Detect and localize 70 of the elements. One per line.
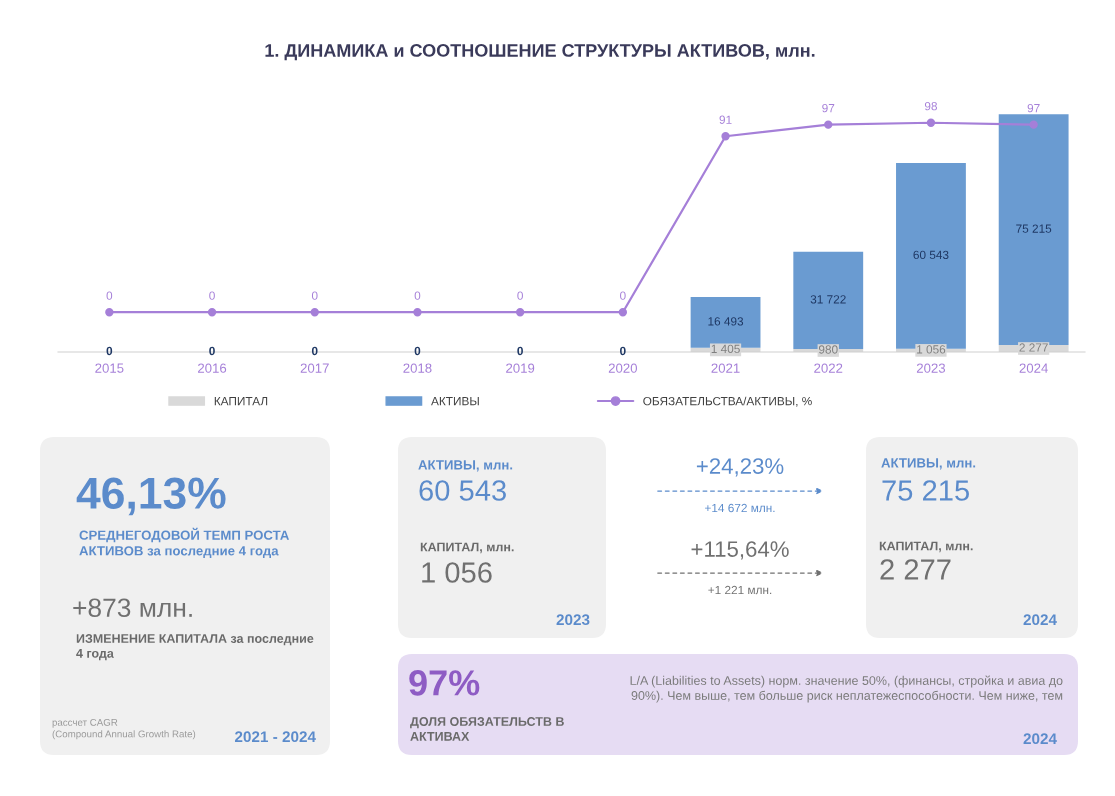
- data-label: 0: [106, 346, 113, 356]
- data-label: 0: [311, 291, 318, 300]
- point: [721, 132, 730, 141]
- text: +24,23%: [696, 458, 784, 477]
- text: 1 056: [422, 562, 492, 583]
- text: 60 543: [419, 480, 506, 501]
- data-label: 91: [719, 115, 732, 124]
- x-tick-label: 2015: [95, 363, 124, 373]
- text: АКТИВЫ, млн.: [418, 460, 513, 472]
- data-label: 0: [620, 291, 626, 300]
- chart-title: 1. ДИНАМИКА и СООТНОШЕНИЕ СТРУКТУРЫ АКТИВОВ, млн.: [265, 44, 815, 61]
- data-label: 0: [414, 291, 421, 300]
- text: +1 221 млн.: [708, 585, 772, 595]
- legend-label: АКТИВЫ: [431, 397, 479, 406]
- data-label: 0: [517, 291, 523, 300]
- data-label: 60 543: [913, 250, 949, 260]
- text: +115,64%: [691, 541, 789, 560]
- point: [105, 308, 114, 317]
- text: 2024: [1023, 614, 1057, 626]
- x-tick-label: 2016: [198, 363, 227, 373]
- data-label: 31 722: [810, 295, 846, 304]
- x-tick-label: 2018: [403, 363, 432, 373]
- x-tick-label: 2023: [916, 363, 946, 373]
- data-label: 2 277: [1019, 343, 1048, 352]
- data-label: 0: [311, 346, 318, 356]
- point: [413, 308, 422, 317]
- point: [310, 308, 319, 317]
- text: 2021 - 2024: [234, 731, 316, 743]
- text: 2 277: [880, 559, 951, 580]
- text: 46,13%: [76, 477, 226, 516]
- legend-label: ОБЯЗАТЕЛЬСТВА/АКТИВЫ, %: [643, 396, 812, 407]
- text: 2023: [556, 614, 590, 626]
- text: ДОЛЯ ОБЯЗАТЕЛЬСТВ В АКТИВАХ: [410, 717, 564, 741]
- text: L/A (Liabilities to Assets) норм. значение 50%, (финансы, стройка и авиа до 90%). Чем выше, тем больше риск неплатежеспособности. Чем ниже, тем: [630, 675, 1063, 703]
- x-tick-label: 2022: [814, 363, 843, 373]
- point: [207, 308, 217, 317]
- text: 75 215: [882, 480, 969, 501]
- point: [515, 308, 525, 317]
- data-label: 97: [1027, 103, 1040, 113]
- point: [618, 308, 628, 317]
- data-label: 0: [517, 346, 523, 356]
- data-label: 0: [106, 291, 113, 300]
- text: АКТИВЫ, млн.: [881, 458, 976, 470]
- x-tick-label: 2017: [300, 363, 329, 373]
- text: СРЕДНЕГОДОВОЙ ТЕМП РОСТА АКТИВОВ за последние 4 года: [79, 527, 290, 558]
- text: 2024: [1023, 733, 1057, 745]
- x-tick-label: 2021: [711, 363, 740, 373]
- point: [926, 118, 936, 127]
- x-tick-label: 2024: [1019, 363, 1048, 373]
- data-label: 97: [822, 103, 835, 113]
- x-tick-label: 2019: [506, 363, 535, 373]
- text: рассчет CAGR (Compound Annual Growth Rate): [52, 718, 196, 740]
- data-label: 98: [924, 101, 937, 111]
- data-label: 0: [620, 346, 626, 356]
- text: 97%: [409, 670, 480, 696]
- data-label: 0: [209, 291, 215, 300]
- text: +873 млн.: [73, 598, 192, 618]
- point: [1029, 120, 1038, 129]
- x-tick-label: 2020: [608, 363, 638, 373]
- text: +14 672 млн.: [705, 503, 775, 513]
- data-label: 980: [818, 345, 838, 354]
- legend-label: КАПИТАЛ: [214, 397, 268, 406]
- data-label: 0: [209, 346, 215, 356]
- text: КАПИТАЛ, млн.: [879, 541, 973, 553]
- data-label: 16 493: [708, 317, 744, 326]
- point: [824, 120, 833, 129]
- data-label: 0: [414, 346, 421, 356]
- text: КАПИТАЛ, млн.: [420, 542, 514, 554]
- text: ИЗМЕНЕНИЕ КАПИТАЛА за последние 4 года: [76, 634, 314, 661]
- data-label: 75 215: [1016, 224, 1052, 233]
